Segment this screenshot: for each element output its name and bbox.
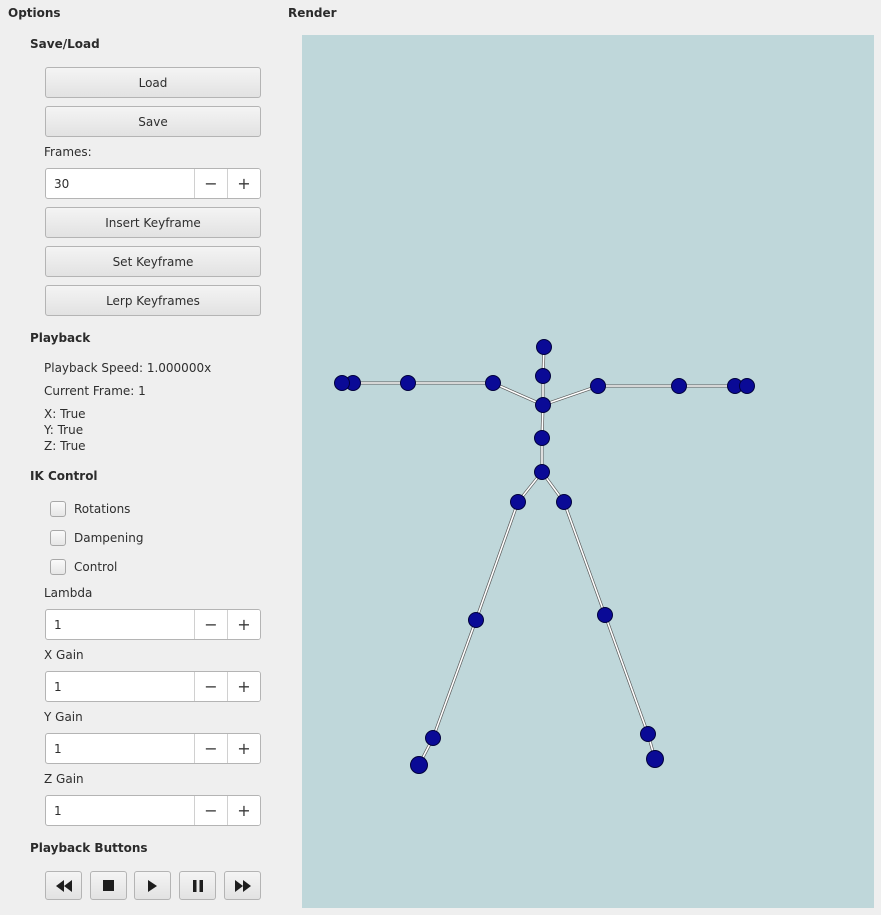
bone-chest-rshoulder [542,385,599,406]
insert-keyframe-button[interactable]: Insert Keyframe [45,207,261,238]
x-gain-increment-button[interactable]: + [227,672,260,701]
frames-decrement-button[interactable]: − [194,169,227,198]
minus-icon: − [204,739,218,758]
set-keyframe-button[interactable]: Set Keyframe [45,246,261,277]
fast-forward-icon [234,879,251,892]
frames-input[interactable]: 30 [54,176,70,191]
z-gain-spinbox: 1 − + [45,795,261,826]
dampening-checkbox[interactable]: Dampening [50,530,143,546]
joint-rfoot[interactable] [646,750,664,768]
playback-title: Playback [30,331,91,345]
y-axis-status: Y: True [44,423,84,437]
minus-icon: − [204,615,218,634]
x-gain-decrement-button[interactable]: − [194,672,227,701]
bone-chest-lshoulder [492,382,544,406]
joint-rhip[interactable] [556,494,572,510]
x-gain-label: X Gain [44,648,84,662]
lambda-label: Lambda [44,586,93,600]
z-gain-input[interactable]: 1 [54,803,62,818]
plus-icon: + [237,174,251,193]
joint-lhand[interactable] [334,375,350,391]
joint-lhip[interactable] [510,494,526,510]
playback-buttons-title: Playback Buttons [30,841,148,855]
plus-icon: + [237,801,251,820]
joint-chest[interactable] [535,397,551,413]
z-gain-decrement-button[interactable]: − [194,796,227,825]
minus-icon: − [204,801,218,820]
joint-pelvis[interactable] [534,464,550,480]
render-title: Render [288,6,337,20]
joint-lelbow[interactable] [400,375,416,391]
rotations-label: Rotations [74,502,131,516]
z-gain-increment-button[interactable]: + [227,796,260,825]
z-axis-status: Z: True [44,439,86,453]
stop-button[interactable] [90,871,127,900]
joint-lankle[interactable] [425,730,441,746]
y-gain-decrement-button[interactable]: − [194,734,227,763]
y-gain-increment-button[interactable]: + [227,734,260,763]
rotations-checkbox[interactable]: Rotations [50,501,130,517]
rotations-checkbox-box[interactable] [50,501,66,517]
lerp-keyframes-button[interactable]: Lerp Keyframes [45,285,261,316]
bone-lhip-lknee [475,501,519,621]
lambda-spinbox: 1 − + [45,609,261,640]
rewind-button[interactable] [45,871,82,900]
x-gain-input[interactable]: 1 [54,679,62,694]
ik-control-title: IK Control [30,469,98,483]
joint-neck[interactable] [535,368,551,384]
joint-relbow[interactable] [671,378,687,394]
playback-speed-text: Playback Speed: 1.000000x [44,361,212,375]
bone-rhip-rknee [563,501,606,616]
x-axis-status: X: True [44,407,86,421]
y-gain-spinbox: 1 − + [45,733,261,764]
play-button[interactable] [134,871,171,900]
options-title: Options [8,6,61,20]
plus-icon: + [237,615,251,634]
load-button[interactable]: Load [45,67,261,98]
y-gain-label: Y Gain [44,710,83,724]
skeleton-figure [334,339,755,774]
save-load-title: Save/Load [30,37,100,51]
joint-spine[interactable] [534,430,550,446]
play-icon [148,879,157,892]
frames-increment-button[interactable]: + [227,169,260,198]
plus-icon: + [237,677,251,696]
save-button[interactable]: Save [45,106,261,137]
frames-spinbox: 30 − + [45,168,261,199]
plus-icon: + [237,739,251,758]
minus-icon: − [204,174,218,193]
stop-icon [103,880,114,891]
joint-rhand[interactable] [739,378,755,394]
minus-icon: − [204,677,218,696]
lambda-input[interactable]: 1 [54,617,62,632]
joint-rknee[interactable] [597,607,613,623]
control-label: Control [74,560,118,574]
fast-forward-button[interactable] [224,871,261,900]
frames-label: Frames: [44,145,92,159]
dampening-label: Dampening [74,531,144,545]
joint-lknee[interactable] [468,612,484,628]
x-gain-spinbox: 1 − + [45,671,261,702]
lambda-decrement-button[interactable]: − [194,610,227,639]
y-gain-input[interactable]: 1 [54,741,62,756]
current-frame-text: Current Frame: 1 [44,384,146,398]
control-checkbox-box[interactable] [50,559,66,575]
rewind-icon [55,879,72,892]
joint-rankle[interactable] [640,726,656,742]
joint-lfoot[interactable] [410,756,428,774]
joint-lshoulder[interactable] [485,375,501,391]
joint-head[interactable] [536,339,552,355]
lambda-increment-button[interactable]: + [227,610,260,639]
bone-lknee-lankle [432,619,477,739]
pause-button[interactable] [179,871,216,900]
pause-icon [192,879,203,892]
bone-rknee-rankle [604,614,649,735]
control-checkbox[interactable]: Control [50,559,117,575]
render-viewport[interactable] [302,35,874,908]
joint-rshoulder[interactable] [590,378,606,394]
z-gain-label: Z Gain [44,772,84,786]
dampening-checkbox-box[interactable] [50,530,66,546]
